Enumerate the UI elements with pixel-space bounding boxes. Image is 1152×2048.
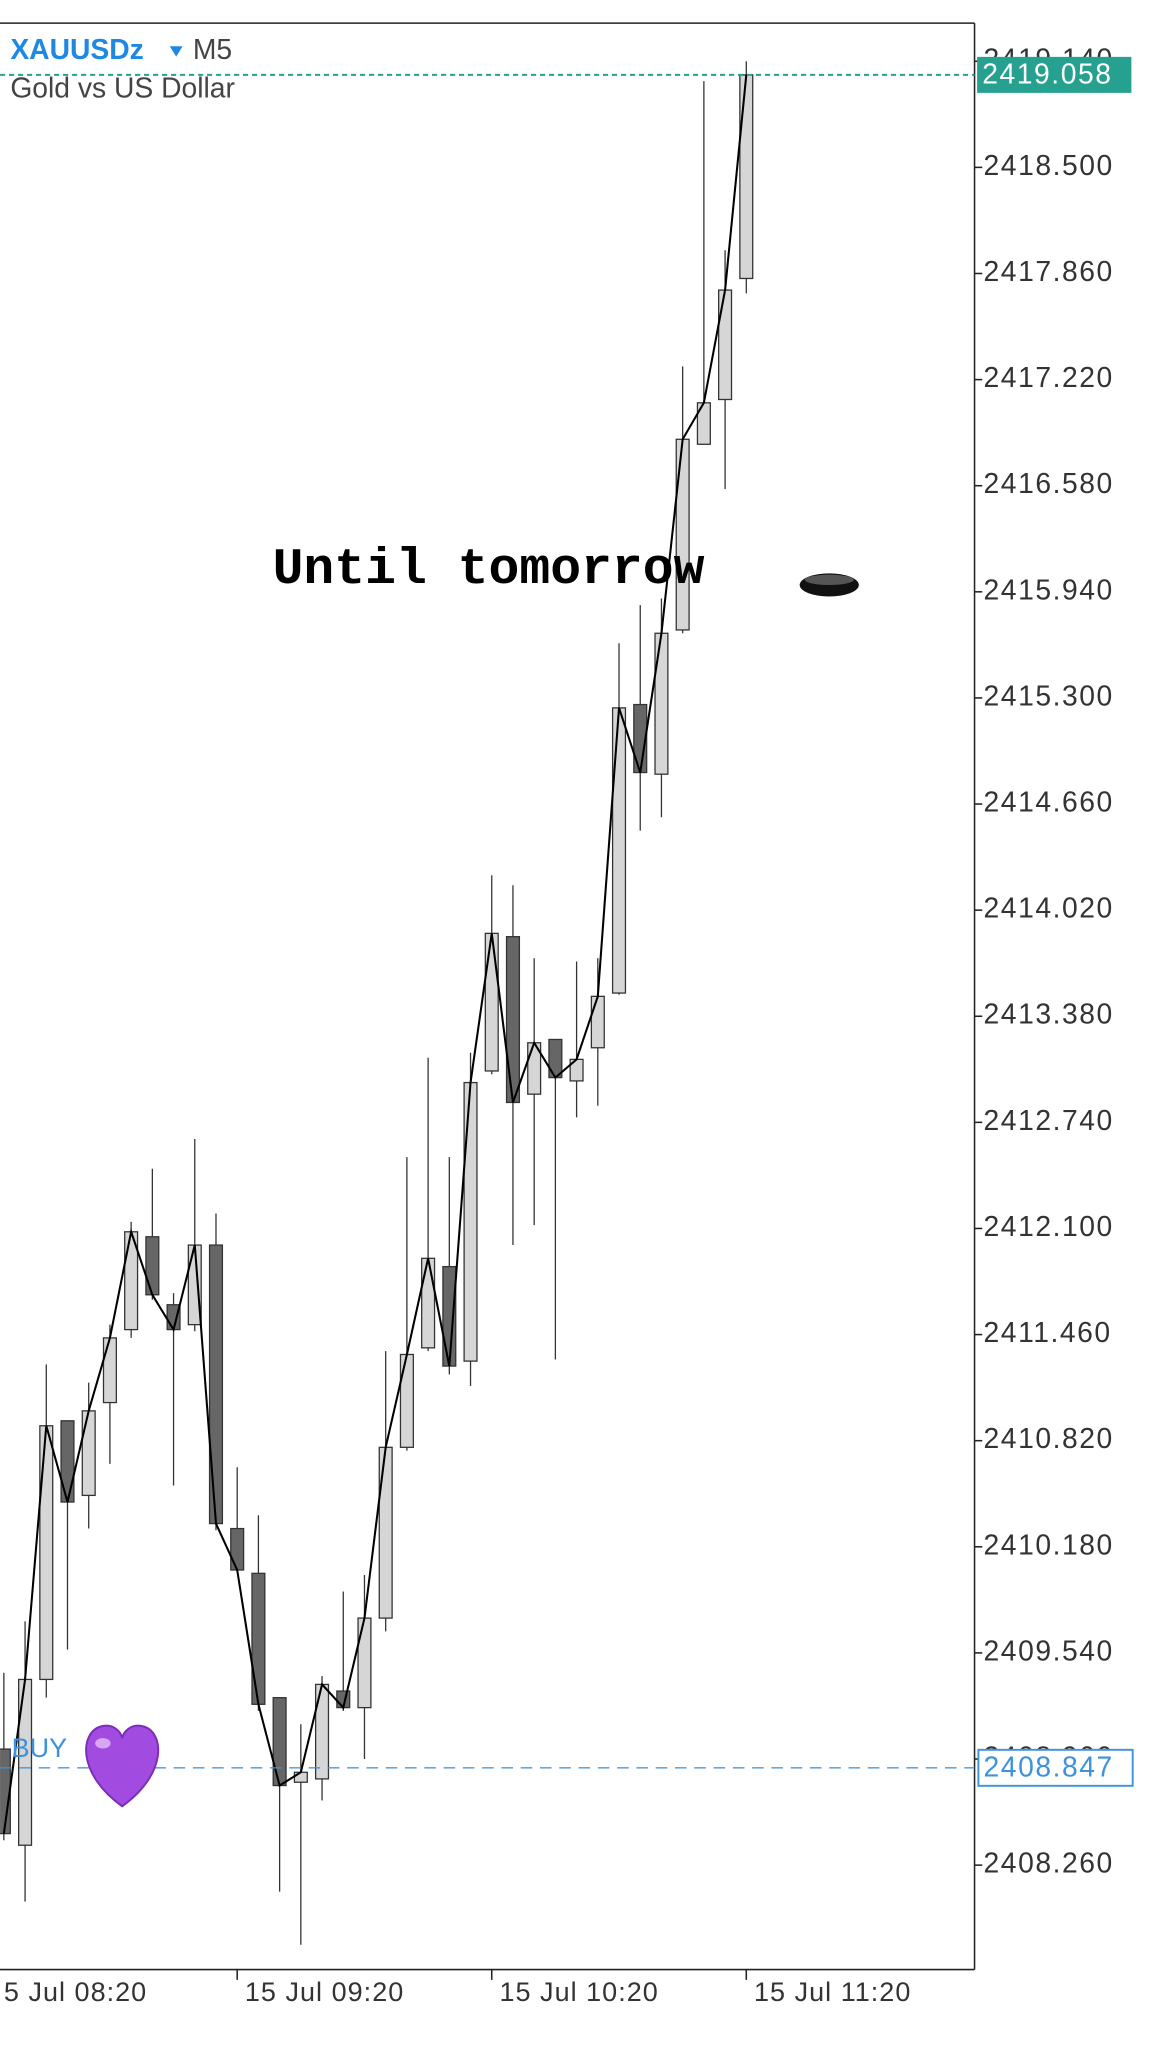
current-price-box: [977, 56, 1132, 93]
overlay: 2419.058 BUY 2408.847: [0, 56, 1134, 1787]
candle-body: [102, 1337, 117, 1404]
chart-title: Gold vs US Dollar: [10, 71, 235, 103]
x-tick-label: 5 Jul 08:20: [4, 1977, 147, 2007]
candle-body: [60, 1420, 75, 1503]
y-tick-label: 2414.020: [984, 892, 1114, 924]
candle-body: [39, 1425, 54, 1681]
buy-price-box: [977, 1748, 1134, 1787]
y-tick-label: 2415.300: [984, 679, 1114, 711]
axes-layer: 2408.2602408.9002409.5402410.1802410.820…: [4, 43, 1114, 2007]
y-tick-label: 2418.500: [984, 149, 1114, 181]
y-tick-label: 2412.100: [984, 1210, 1114, 1242]
x-tick-label: 15 Jul 10:20: [499, 1977, 658, 2007]
symbol-dropdown[interactable]: [169, 46, 183, 57]
candle-body: [81, 1410, 96, 1497]
timeframe: M5: [193, 33, 232, 65]
candle-body: [314, 1683, 330, 1780]
buy-label: BUY: [12, 1733, 67, 1763]
candle-body: [399, 1353, 414, 1448]
y-tick-label: 2409.540: [984, 1634, 1114, 1666]
candle-body: [293, 1771, 308, 1783]
candle-body: [505, 936, 521, 1104]
y-tick-label: 2411.460: [984, 1316, 1112, 1348]
candle-body: [208, 1244, 224, 1525]
candle-body: [590, 995, 605, 1049]
y-tick-label: 2410.180: [984, 1528, 1114, 1560]
y-tick-label: 2415.940: [984, 573, 1114, 605]
candle-body: [718, 289, 733, 401]
y-tick-label: 2416.580: [984, 467, 1114, 499]
current-price-label: 2419.058: [982, 58, 1112, 90]
y-tick-label: 2417.220: [984, 361, 1114, 393]
symbol[interactable]: XAUUSDz: [10, 33, 144, 65]
heart-emoji: [85, 1724, 160, 1808]
candle-body: [421, 1257, 436, 1349]
y-tick-label: 2417.860: [984, 255, 1114, 287]
candle-body: [251, 1572, 266, 1705]
hole-emoji: [799, 573, 859, 597]
plot-area: [0, 61, 754, 1945]
x-tick-label: 15 Jul 09:20: [245, 1977, 404, 2007]
candle-body: [611, 707, 627, 994]
candle-body: [145, 1236, 160, 1296]
y-tick-label: 2412.740: [984, 1104, 1114, 1136]
y-tick-label: 2408.260: [984, 1847, 1114, 1879]
candle-body: [739, 74, 754, 280]
candle-body: [378, 1446, 393, 1619]
buy-price-label: 2408.847: [984, 1751, 1114, 1783]
candle-body: [357, 1617, 372, 1709]
candle-body: [230, 1527, 245, 1571]
candle-body: [675, 438, 690, 631]
x-tick-label: 15 Jul 11:20: [754, 1977, 911, 2007]
y-tick-label: 2410.820: [984, 1422, 1114, 1454]
candle-body: [463, 1081, 478, 1362]
candle-body: [484, 932, 499, 1072]
y-tick-label: 2414.660: [984, 786, 1114, 818]
candle-body: [654, 632, 669, 775]
y-tick-label: 2413.380: [984, 998, 1114, 1030]
annotation: Until tomorrow: [273, 541, 705, 599]
close-line: [2, 74, 748, 1834]
